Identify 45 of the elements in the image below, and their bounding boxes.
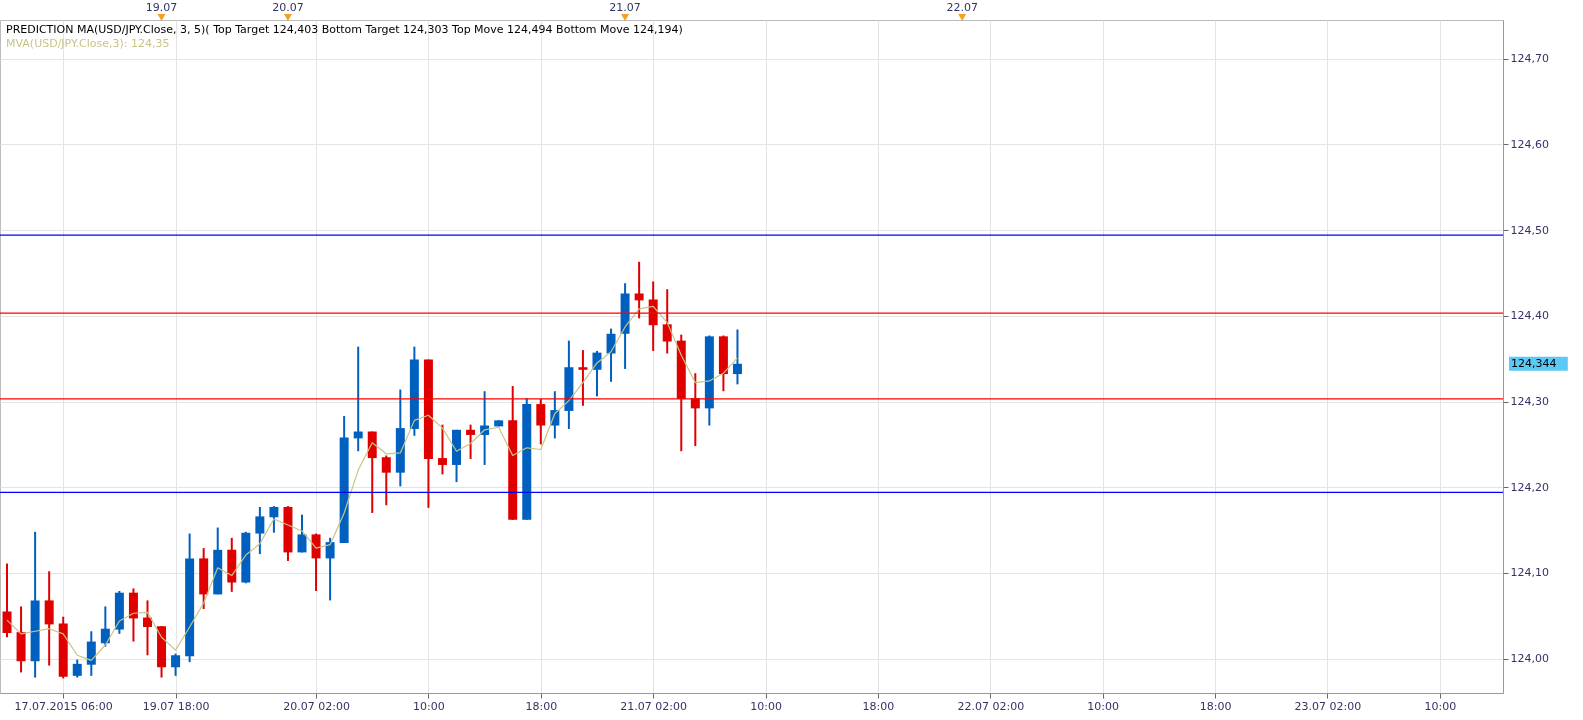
x-tick-label: 10:00 <box>413 699 445 713</box>
candlestick <box>466 423 476 460</box>
x-tick-label: 10:00 <box>750 699 782 713</box>
x-tick-label: 17.07.2015 06:00 <box>14 699 113 713</box>
y-tick-label: 124,20 <box>1510 480 1549 494</box>
candlestick <box>72 658 82 679</box>
text: 124,344 <box>1511 356 1557 370</box>
candlestick <box>171 652 181 677</box>
candlestick <box>732 328 742 386</box>
x-tick-label: 18:00 <box>1199 699 1232 713</box>
chart-title: PREDICTION MA(USD/JPY.Close, 3, 5)( Top Target 124,403 Bottom Target 124,303 Top Move 124,494 Bottom Move 124,194) <box>6 23 683 36</box>
y-tick-label: 124,00 <box>1510 652 1549 666</box>
x-tick-label: 20.07 02:00 <box>283 699 350 713</box>
candlestick <box>143 599 152 657</box>
text: MVA(USD/JPY.Close,3): 124,35 <box>6 37 170 50</box>
candlestick <box>269 505 279 534</box>
text: 20.07 <box>272 1 304 14</box>
candlestick <box>255 505 265 556</box>
y-tick-label: 124,40 <box>1510 309 1549 323</box>
y-tick-label: 124,10 <box>1510 566 1549 580</box>
x-tick-label: 23.07 02:00 <box>1294 699 1362 713</box>
x-tick-label: 18:00 <box>862 699 895 713</box>
y-tick-label: 124,60 <box>1510 137 1549 151</box>
x-tick-label: 18:00 <box>525 699 558 713</box>
candlestick <box>634 260 644 320</box>
candlestick <box>44 570 54 667</box>
candlestick <box>86 630 96 677</box>
candlestick <box>437 423 447 476</box>
text: 19.07 <box>145 1 178 14</box>
candlestick <box>536 397 546 446</box>
y-tick-label: 124,70 <box>1510 52 1549 66</box>
x-tick-label: 22.07 02:00 <box>957 699 1025 713</box>
y-tick-label: 124,50 <box>1510 223 1549 237</box>
x-tick-label: 19.07 18:00 <box>142 699 210 713</box>
x-tick-label: 10:00 <box>1087 699 1120 713</box>
x-tick-label: 21.07 02:00 <box>620 699 688 713</box>
candlestick <box>381 454 391 507</box>
y-tick-label: 124,30 <box>1510 395 1549 409</box>
candlestick <box>578 349 588 407</box>
text: 21.07 <box>609 1 641 14</box>
text: 22.07 <box>946 1 978 14</box>
x-tick-label: 10:00 <box>1424 699 1457 713</box>
candlestick <box>662 288 672 355</box>
candlestick <box>325 536 335 602</box>
candlestick <box>2 562 12 639</box>
